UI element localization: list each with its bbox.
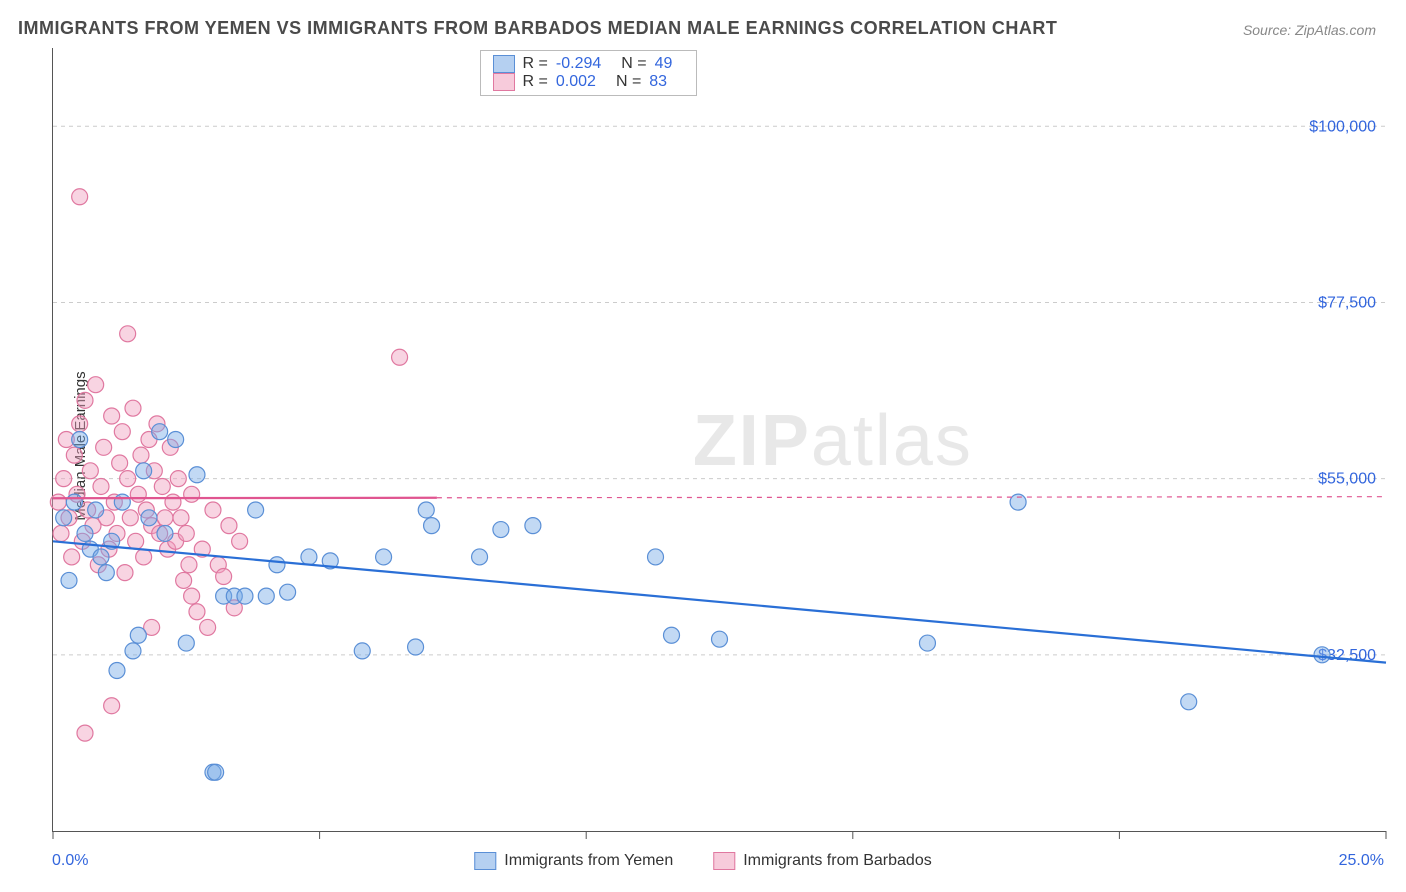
svg-text:$55,000: $55,000 [1318,471,1376,488]
x-axis-min-label: 0.0% [52,852,88,870]
legend-label-barbados: Immigrants from Barbados [743,852,932,870]
chart-svg: $32,500$55,000$77,500$100,000 [53,48,1386,831]
legend-item-yemen: Immigrants from Yemen [474,852,673,870]
legend-item-barbados: Immigrants from Barbados [713,852,932,870]
x-axis-max-label: 25.0% [1339,852,1384,870]
legend-label-yemen: Immigrants from Yemen [504,852,673,870]
chart-title: IMMIGRANTS FROM YEMEN VS IMMIGRANTS FROM… [18,18,1057,39]
svg-text:$100,000: $100,000 [1309,118,1376,135]
svg-text:$77,500: $77,500 [1318,294,1376,311]
source-attribution: Source: ZipAtlas.com [1243,22,1376,38]
legend-swatch-barbados [713,852,735,870]
plot-area: ZIPatlas R = -0.294 N = 49 R = 0.002 N =… [52,48,1386,832]
legend-swatch-yemen [474,852,496,870]
bottom-legend: Immigrants from Yemen Immigrants from Ba… [474,852,931,870]
